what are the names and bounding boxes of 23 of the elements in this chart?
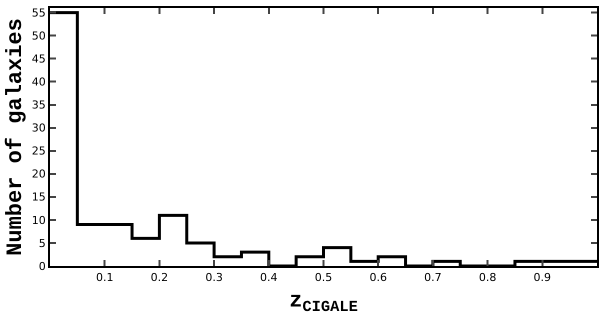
y-tick-label: 30	[32, 122, 46, 135]
x-axis-title: z$_{CIGALE}$	[289, 288, 358, 316]
y-tick-label: 35	[32, 98, 46, 112]
x-tick-label: 0.4	[260, 271, 278, 284]
y-tick-label: 0	[38, 260, 46, 273]
y-tick-label: 50	[32, 29, 46, 42]
y-axis-title: Number of galaxies	[3, 18, 28, 256]
x-tick-label: 0.1	[96, 271, 114, 284]
y-tick-label: 5	[38, 236, 46, 250]
y-tick-label: 20	[32, 168, 46, 181]
x-tick-label: 0.8	[478, 271, 496, 284]
y-tick-label: 15	[32, 190, 46, 204]
x-tick-label: 0.9	[534, 271, 552, 284]
y-tick-label: 45	[32, 52, 46, 66]
x-tick-label: 0.3	[205, 271, 223, 284]
x-tick-label: 0.5	[314, 271, 332, 284]
y-tick-label: 10	[32, 214, 46, 227]
y-tick-label: 25	[32, 144, 46, 158]
x-tick-label: 0.2	[150, 271, 168, 284]
x-tick-label: 0.7	[424, 271, 442, 284]
y-tick-label: 55	[32, 6, 46, 20]
x-tick-label: 0.6	[369, 271, 387, 284]
y-tick-label: 40	[32, 76, 46, 89]
